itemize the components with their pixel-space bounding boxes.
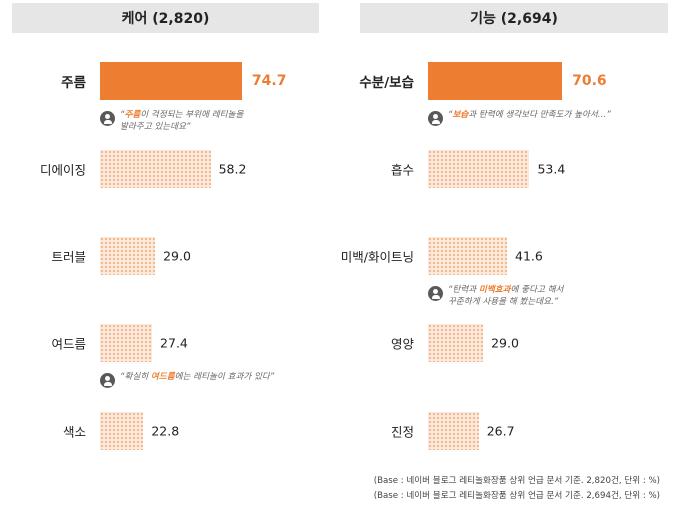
quote-line: 발라주고 있는데요” [120, 121, 243, 133]
quote-segment: “확실히 [120, 372, 151, 382]
quote-segment: 과 탄력에 생각보다 만족도가 높아서…” [468, 110, 611, 120]
quote-segment: “ [448, 110, 453, 120]
care-value-label: 22.8 [151, 423, 180, 439]
function-category-label: 진정 [390, 424, 414, 440]
care-bar [100, 150, 211, 188]
function-category-label: 미백/화이트닝 [340, 249, 414, 265]
care-panel-title: 케어 (2,820) [12, 3, 319, 33]
care-bar [100, 324, 153, 362]
care-bar [100, 412, 144, 450]
care-quote: “확실히 여드름에는 레티놀이 효과가 있다” [100, 371, 274, 388]
function-category-label: 수분/보습 [359, 75, 414, 91]
function-bar [428, 62, 563, 100]
care-value-label: 74.7 [251, 73, 287, 89]
quote-line: “주름이 걱정되는 부위에 레티놀을 [120, 109, 243, 121]
function-quote: “보습과 탄력에 생각보다 만족도가 높아서…” [428, 109, 611, 126]
quote-segment: “ [120, 110, 125, 120]
quote-segment: 꾸준하게 사용을 해 봤는데요.” [448, 297, 559, 307]
care-category-label: 트러블 [51, 249, 86, 265]
function-bar [428, 324, 484, 362]
care-category-label: 디에이징 [39, 162, 86, 178]
care-value-label: 58.2 [218, 161, 247, 177]
function-quote-text: “보습과 탄력에 생각보다 만족도가 높아서…” [448, 109, 611, 121]
care-quote-text: “주름이 걱정되는 부위에 레티놀을 발라주고 있는데요” [120, 109, 243, 133]
user-silhouette-icon [428, 286, 443, 301]
function-panel-title: 기능 (2,694) [360, 3, 668, 33]
quote-line: 꾸준하게 사용을 해 봤는데요.” [448, 296, 563, 308]
function-value-label: 70.6 [572, 73, 607, 89]
user-silhouette-icon [100, 373, 115, 388]
quote-keyword: 보습 [452, 110, 469, 120]
function-value-label: 29.0 [491, 335, 519, 351]
quote-line: “보습과 탄력에 생각보다 만족도가 높아서…” [448, 109, 611, 121]
base-note-care: (Base : 네이버 블로그 레티놀화장품 상위 언급 문서 기준. 2,82… [373, 476, 660, 486]
function-category-label: 영양 [390, 336, 414, 352]
function-quote-text: “탄력과 미백효과에 좋다고 해서 꾸준하게 사용을 해 봤는데요.” [448, 284, 563, 308]
quote-line: “확실히 여드름에는 레티놀이 효과가 있다” [120, 371, 274, 383]
quote-segment: “탄력과 [448, 285, 479, 295]
quote-segment: 에 좋다고 해서 [510, 285, 564, 295]
quote-keyword: 여드름 [150, 372, 175, 382]
care-category-label: 주름 [61, 75, 86, 91]
function-value-label: 26.7 [486, 423, 515, 439]
user-silhouette-icon [428, 111, 443, 126]
function-quote: “탄력과 미백효과에 좋다고 해서 꾸준하게 사용을 해 봤는데요.” [428, 284, 563, 308]
function-category-label: 흡수 [390, 162, 414, 178]
quote-keyword: 주름 [124, 110, 141, 120]
function-value-label: 41.6 [515, 248, 543, 264]
quote-line: “탄력과 미백효과에 좋다고 해서 [448, 284, 563, 296]
base-note-function: (Base : 네이버 블로그 레티놀화장품 상위 언급 문서 기준. 2,69… [373, 491, 660, 501]
function-bar [428, 237, 508, 275]
function-bar [428, 412, 479, 450]
care-bar [100, 237, 156, 275]
care-quote: “주름이 걱정되는 부위에 레티놀을 발라주고 있는데요” [100, 109, 243, 133]
care-bar [100, 62, 242, 100]
care-category-label: 색소 [62, 424, 86, 440]
user-silhouette-icon [100, 111, 115, 126]
care-value-label: 27.4 [160, 335, 188, 351]
function-bar [428, 150, 530, 188]
care-value-label: 29.0 [163, 248, 191, 264]
quote-segment: 발라주고 있는데요” [120, 122, 191, 132]
quote-segment: 에는 레티놀이 효과가 있다” [174, 372, 275, 382]
function-value-label: 53.4 [537, 161, 566, 177]
quote-segment: 이 걱정되는 부위에 레티놀을 [140, 110, 244, 120]
care-category-label: 여드름 [51, 336, 86, 352]
care-quote-text: “확실히 여드름에는 레티놀이 효과가 있다” [120, 371, 274, 383]
quote-keyword: 미백효과 [478, 285, 511, 295]
